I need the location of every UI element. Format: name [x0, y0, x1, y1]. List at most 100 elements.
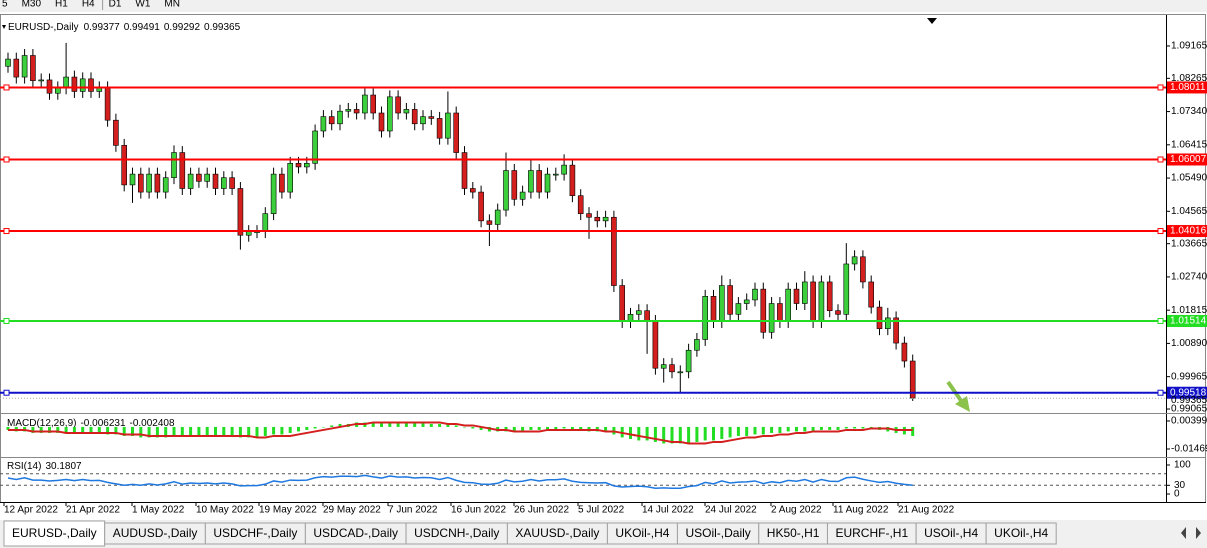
candle-body [320, 116, 327, 132]
tab-label[interactable]: AUDUSD-,Daily [113, 526, 198, 540]
tab-label[interactable]: EURCHF-,H1 [835, 526, 908, 540]
rsi-tick-label: 30 [1174, 480, 1186, 491]
candle-body [486, 220, 493, 225]
candle-body [204, 173, 210, 182]
timeframe-button[interactable]: 5 [2, 0, 8, 10]
open-price: 0.99377 [84, 22, 121, 33]
tab-label[interactable]: USDCNH-,Daily [414, 526, 499, 540]
level-handle [1157, 317, 1164, 324]
rsi-header: RSI(14) 30.1807 [7, 461, 82, 472]
candle-body [876, 306, 883, 329]
candle-body [196, 173, 202, 182]
macd-bar [554, 426, 558, 430]
candle-body [30, 55, 36, 81]
candle-body [312, 130, 318, 164]
chart-shift-marker [927, 18, 937, 24]
candle-body [503, 170, 509, 211]
macd-bar [512, 426, 516, 432]
candle-body [171, 152, 177, 179]
tab-label[interactable]: USOil-,H4 [924, 526, 978, 540]
macd-bar [89, 426, 93, 433]
candle-body [735, 303, 742, 315]
candle-body [694, 339, 700, 351]
candle-body [777, 303, 783, 322]
tab-label[interactable]: UKOil-,H4 [615, 526, 669, 540]
tab-label[interactable]: XAUUSD-,Daily [515, 526, 599, 540]
candle-body [727, 285, 733, 315]
macd-bar [471, 426, 475, 429]
candle-body [337, 110, 343, 125]
tab-label[interactable]: USOil-,Daily [685, 526, 750, 540]
timeframe-button[interactable]: MN [164, 0, 180, 10]
tab-label[interactable]: USDCAD-,Daily [313, 526, 398, 540]
candle-body [38, 79, 45, 82]
candle-body [660, 364, 667, 369]
candle-body [743, 299, 750, 304]
candle-body [851, 256, 858, 265]
macd-bar [579, 426, 583, 430]
macd-bar [72, 426, 76, 433]
candle-body [893, 317, 899, 344]
macd-bar [529, 426, 533, 430]
candle-body [685, 349, 692, 373]
timeframe-button[interactable]: W1 [135, 0, 150, 10]
tab-scroll-left[interactable] [1181, 527, 1186, 539]
price-tick-label: 1.00890 [1171, 338, 1207, 349]
macd-bar [911, 426, 915, 436]
macd-tick-label: -0.01469 [1171, 444, 1207, 455]
rsi-tick-label: 100 [1174, 460, 1191, 471]
macd-bar [413, 422, 417, 427]
candle-body [494, 209, 501, 225]
level-price-label: 1.01514 [1170, 316, 1207, 327]
level-handle [1157, 228, 1164, 235]
macd-bar [687, 426, 691, 444]
candle-body [669, 364, 675, 373]
macd-bar [371, 422, 375, 427]
macd-bar [745, 426, 749, 436]
arrow-head [955, 396, 970, 412]
tab-label[interactable]: HK50-,H1 [767, 526, 820, 540]
candle-body [328, 116, 335, 125]
date-label: 1 May 2022 [132, 505, 185, 516]
date-label: 11 Aug 2022 [833, 505, 889, 516]
tab-label[interactable]: UKOil-,H4 [994, 526, 1048, 540]
timeframe-button[interactable]: H4 [82, 0, 95, 10]
timeframe-button[interactable]: H1 [55, 0, 68, 10]
symbol: EURUSD-,Daily [8, 22, 79, 33]
macd-bar [811, 426, 815, 432]
macd-bar [570, 426, 574, 430]
macd-bar [388, 422, 392, 427]
macd-bar [853, 426, 857, 429]
price-tick-label: 1.08265 [1171, 73, 1207, 84]
low-price: 0.99292 [164, 22, 201, 33]
candle-body [826, 281, 833, 312]
macd-label: MACD(12,26,9) [7, 418, 76, 429]
macd-bar [131, 426, 134, 436]
timeframe-button[interactable]: M30 [22, 0, 42, 10]
candle-body [519, 191, 526, 200]
chart-frame [0, 14, 1206, 503]
candle-body [619, 285, 626, 322]
candle-body [179, 152, 186, 189]
candle-body [411, 109, 418, 125]
macd-bar [81, 426, 85, 433]
close-price: 0.99365 [204, 22, 241, 33]
tab-label[interactable]: EURUSD-,Daily [12, 526, 97, 540]
timeframe-button[interactable]: D1 [109, 0, 122, 10]
candle-body [88, 78, 94, 92]
macd-tick-label: 0.00399 [1171, 416, 1207, 427]
macd-bar [678, 426, 682, 444]
macd-bar [819, 426, 823, 430]
tab-scroll-right[interactable] [1196, 527, 1201, 539]
macd-bar [844, 426, 848, 429]
tab[interactable] [985, 522, 1057, 545]
macd-bar [288, 426, 292, 433]
macd-bar [172, 426, 176, 436]
candle-body [511, 170, 518, 200]
candle-body [594, 216, 601, 222]
tab-label[interactable]: USDCHF-,Daily [213, 526, 297, 540]
candle-body [229, 177, 235, 189]
macd-signal-line [8, 421, 913, 445]
tab[interactable] [3, 520, 106, 547]
candle-body [544, 173, 551, 193]
